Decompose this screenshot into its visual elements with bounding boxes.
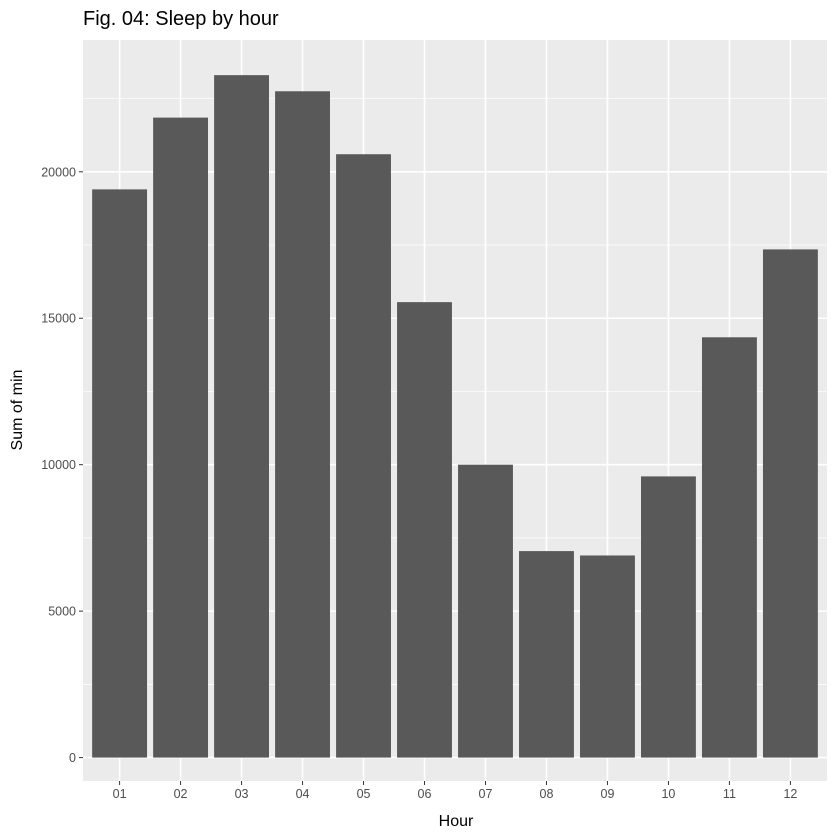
x-tick-label: 10 xyxy=(661,787,675,801)
y-tick-label: 0 xyxy=(69,751,76,765)
x-tick-label: 11 xyxy=(723,787,736,801)
x-tick-label: 07 xyxy=(479,787,493,801)
x-tick-label: 06 xyxy=(418,787,432,801)
x-tick-label: 08 xyxy=(540,787,554,801)
chart-title: Fig. 04: Sleep by hour xyxy=(83,8,279,30)
bar-09 xyxy=(580,555,635,758)
y-axis-title: Sum of min xyxy=(9,370,26,451)
bar-03 xyxy=(214,75,269,758)
bar-07 xyxy=(458,464,513,758)
bar-12 xyxy=(762,249,818,758)
bar-10 xyxy=(641,476,696,758)
x-tick-label: 04 xyxy=(296,787,310,801)
x-axis-title: Hour xyxy=(439,813,474,830)
bar-08 xyxy=(519,551,574,758)
y-tick-label: 20000 xyxy=(41,165,76,179)
bar-06 xyxy=(397,302,452,758)
x-tick-label: 01 xyxy=(113,787,127,801)
x-tick-label: 03 xyxy=(235,787,249,801)
x-tick-label: 12 xyxy=(783,787,797,801)
x-axis: 01 02 03 04 05 06 07 08 09 10 11 12 xyxy=(113,781,797,801)
y-tick-label: 5000 xyxy=(48,605,76,619)
y-tick-label: 15000 xyxy=(41,312,76,326)
x-tick-label: 02 xyxy=(174,787,188,801)
y-axis: 0 5000 10000 15000 20000 xyxy=(41,165,83,765)
y-tick-label: 10000 xyxy=(41,458,76,472)
x-tick-label: 05 xyxy=(357,787,371,801)
bar-04 xyxy=(275,91,330,758)
x-tick-label: 09 xyxy=(601,787,615,801)
bar-11 xyxy=(701,337,757,758)
bar-05 xyxy=(336,154,391,758)
bars xyxy=(92,75,818,758)
bar-01 xyxy=(92,189,148,758)
bar-02 xyxy=(153,117,209,758)
